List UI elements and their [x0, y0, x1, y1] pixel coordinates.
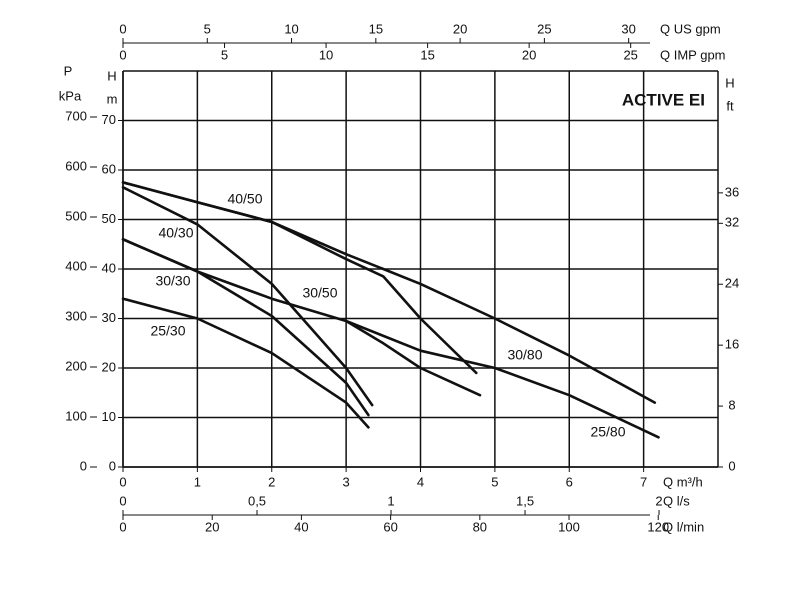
top_axes-tick-label: 0	[119, 21, 126, 36]
curve-label: 30/80	[507, 347, 542, 363]
bottom_axes-tick-label: 120	[647, 519, 669, 534]
bottom_axes-tick-label: 20	[205, 519, 219, 534]
chart-title: ACTIVE EI	[622, 90, 705, 109]
bottom_axes-label: Q l/s	[663, 493, 690, 508]
top_axes-tick-label: 20	[522, 47, 536, 62]
p-axis-unit: kPa	[59, 88, 82, 103]
curve-label: 25/30	[150, 323, 185, 339]
y2-tick-label: 32	[725, 215, 739, 230]
p-axis-quantity: P	[64, 63, 73, 78]
bottom_axes-tick-label: 40	[294, 519, 308, 534]
y-tick-label: 10	[102, 409, 116, 424]
p-tick-label: 200	[65, 358, 87, 373]
top_axes-tick-label: 15	[420, 47, 434, 62]
p-tick-label: 300	[65, 308, 87, 323]
x-axis-label: Q m³/h	[663, 474, 703, 489]
curve-label: 30/30	[155, 273, 190, 289]
y2-tick-label: 16	[725, 337, 739, 352]
top_axes-tick-label: 15	[369, 21, 383, 36]
y-tick-label: 30	[102, 310, 116, 325]
bottom_axes-tick-label: 2	[655, 493, 662, 508]
x-tick-label: 0	[119, 474, 126, 489]
x-tick-label: 7	[640, 474, 647, 489]
y-axis-quantity: H	[107, 68, 116, 83]
bottom_axes-label: Q l/min	[663, 519, 704, 534]
p-tick-label: 500	[65, 208, 87, 223]
top_axes-tick-label: 5	[204, 21, 211, 36]
y-tick-label: 60	[102, 161, 116, 176]
y-tick-label: 0	[109, 458, 116, 473]
top_axes-tick-label: 10	[319, 47, 333, 62]
curve	[121, 181, 657, 404]
p-tick-label: 700	[65, 108, 87, 123]
top_axes-label: Q IMP gpm	[660, 47, 726, 62]
y2-tick-label: 36	[725, 184, 739, 199]
bottom_axes-tick-label: 80	[473, 519, 487, 534]
y-axis-unit: m	[107, 91, 118, 106]
bottom_axes-tick-label: 0	[119, 519, 126, 534]
x-tick-label: 3	[343, 474, 350, 489]
bottom_axes-tick-label: 1	[387, 493, 394, 508]
p-tick-label: 600	[65, 158, 87, 173]
top_axes-tick-label: 10	[284, 21, 298, 36]
top_axes-tick-label: 30	[621, 21, 635, 36]
y-tick-label: 70	[102, 112, 116, 127]
x-tick-label: 6	[566, 474, 573, 489]
y2-tick-label: 8	[728, 398, 735, 413]
top_axes-label: Q US gpm	[660, 21, 721, 36]
curve-label: 25/80	[590, 424, 625, 440]
top_axes-tick-label: 5	[221, 47, 228, 62]
x-tick-label: 4	[417, 474, 424, 489]
p-tick-label: 0	[80, 458, 87, 473]
bottom_axes-tick-label: 1,5	[516, 493, 534, 508]
bottom_axes-tick-label: 0,5	[248, 493, 266, 508]
x-tick-label: 1	[194, 474, 201, 489]
p-tick-label: 400	[65, 258, 87, 273]
bottom_axes-tick-label: 60	[383, 519, 397, 534]
y2-axis-unit: ft	[726, 98, 734, 113]
curve-label: 30/50	[302, 285, 337, 301]
top_axes-tick-label: 25	[623, 47, 637, 62]
bottom_axes-tick-label: 0	[119, 493, 126, 508]
p-tick-label: 100	[65, 408, 87, 423]
curve	[121, 297, 370, 429]
y2-tick-label: 0	[728, 458, 735, 473]
x-tick-label: 2	[268, 474, 275, 489]
x-tick-label: 5	[491, 474, 498, 489]
top_axes-tick-label: 25	[537, 21, 551, 36]
curve-label: 40/30	[158, 225, 193, 241]
y-tick-label: 20	[102, 359, 116, 374]
y2-axis-quantity: H	[725, 75, 734, 90]
curve	[121, 186, 374, 407]
y2-tick-label: 24	[725, 276, 739, 291]
y-tick-label: 40	[102, 260, 116, 275]
top_axes-tick-label: 0	[119, 47, 126, 62]
y-tick-label: 50	[102, 211, 116, 226]
curve-label: 40/50	[227, 191, 262, 207]
top_axes-tick-label: 20	[453, 21, 467, 36]
bottom_axes-tick-label: 100	[558, 519, 580, 534]
curve	[344, 319, 660, 439]
